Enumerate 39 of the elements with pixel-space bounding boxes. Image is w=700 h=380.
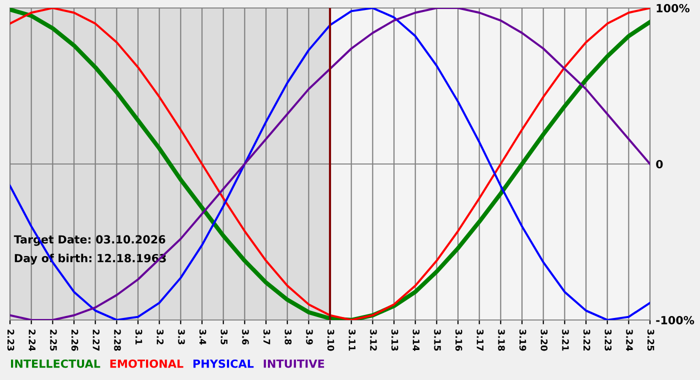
x-tick-label: 3.11 bbox=[348, 330, 356, 351]
x-tick-label: 2.27 bbox=[92, 330, 100, 351]
x-tick-label: 3.7 bbox=[263, 330, 270, 344]
x-tick-label: 3.13 bbox=[391, 330, 398, 351]
x-tick-label: 3.24 bbox=[626, 330, 633, 351]
x-tick-label: 3.19 bbox=[519, 330, 526, 351]
text: INTELLECTUAL bbox=[11, 359, 100, 368]
x-tick-label: 3.25 bbox=[647, 330, 654, 351]
text: INTUITIVE bbox=[264, 360, 324, 368]
y-tick-label: 100% bbox=[656, 4, 690, 12]
y-tick-label: -100% bbox=[656, 316, 694, 324]
text: EMOTIONAL bbox=[110, 359, 184, 368]
x-tick-label: 3.6 bbox=[242, 330, 249, 345]
text: PHYSICAL bbox=[193, 359, 254, 368]
x-tick-label: 3.9 bbox=[306, 330, 313, 344]
x-tick-label: 3.4 bbox=[199, 330, 206, 345]
x-tick-label: 3.23 bbox=[604, 330, 612, 351]
x-tick-label: 3.1 bbox=[135, 330, 142, 344]
x-tick-label: 3.8 bbox=[284, 330, 292, 344]
x-tick-label: 3.2 bbox=[156, 330, 164, 344]
x-tick-label: 3.22 bbox=[583, 330, 590, 351]
x-tick-label: 2.24 bbox=[28, 330, 36, 351]
x-tick-label: 2.26 bbox=[71, 330, 78, 351]
x-tick-label: 3.12 bbox=[370, 330, 377, 351]
x-tick-label: 3.18 bbox=[498, 330, 505, 351]
y-tick-label: 0 bbox=[656, 160, 663, 168]
x-tick-label: 2.25 bbox=[50, 330, 57, 351]
x-tick-label: 3.14 bbox=[412, 330, 420, 351]
x-tick-label: 3.21 bbox=[562, 330, 569, 351]
x-tick-label: 3.17 bbox=[476, 330, 484, 351]
x-tick-label: 3.5 bbox=[220, 330, 228, 344]
x-tick-label: 3.3 bbox=[178, 330, 185, 344]
x-tick-label: 2.23 bbox=[7, 330, 14, 351]
x-tick-label: 3.10 bbox=[327, 330, 334, 351]
x-tick-label: 2.28 bbox=[114, 330, 121, 351]
x-tick-label: 3.16 bbox=[455, 330, 462, 351]
line-series bbox=[10, 8, 650, 320]
x-tick-label: 3.20 bbox=[540, 330, 548, 351]
x-tick-label: 3.15 bbox=[434, 330, 441, 351]
